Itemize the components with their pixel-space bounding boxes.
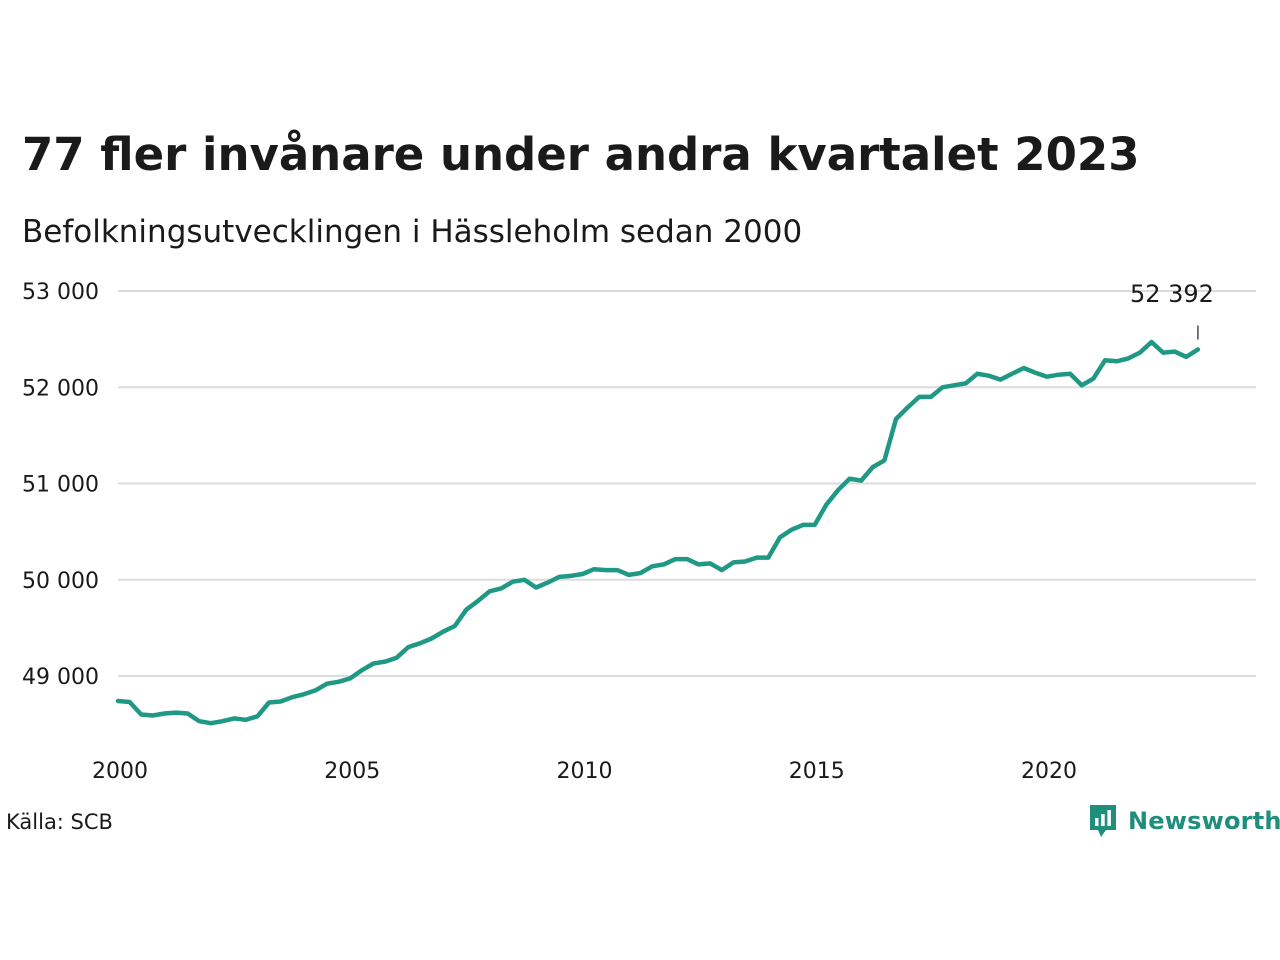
x-tick-label: 2000 — [92, 759, 148, 784]
brand-logo: Newsworthy — [1088, 803, 1280, 839]
y-tick-label: 49 000 — [22, 665, 99, 690]
gridlines — [118, 290, 1256, 677]
x-axis-ticks: 2000 2005 2010 2015 2020 — [92, 759, 1077, 784]
chart-subtitle: Befolkningsutvecklingen i Hässleholm sed… — [22, 214, 803, 250]
bar-chart-speech-bubble-icon — [1090, 805, 1116, 837]
y-tick-label: 52 000 — [22, 376, 99, 401]
end-value-label: 52 392 — [1130, 280, 1214, 308]
chart-title: 77 fler invånare under andra kvartalet 2… — [22, 128, 1140, 181]
population-line — [115, 339, 1201, 726]
brand-name: Newsworthy — [1128, 807, 1280, 835]
y-axis-ticks: 49 000 50 000 51 000 52 000 53 000 — [22, 280, 99, 690]
y-tick-label: 51 000 — [22, 473, 99, 498]
x-tick-label: 2020 — [1021, 759, 1077, 784]
y-tick-label: 53 000 — [22, 280, 99, 305]
source-note: Källa: SCB — [6, 810, 113, 834]
x-tick-label: 2015 — [789, 759, 845, 784]
x-tick-label: 2010 — [556, 759, 612, 784]
x-tick-label: 2005 — [324, 759, 380, 784]
y-tick-label: 50 000 — [22, 569, 99, 594]
